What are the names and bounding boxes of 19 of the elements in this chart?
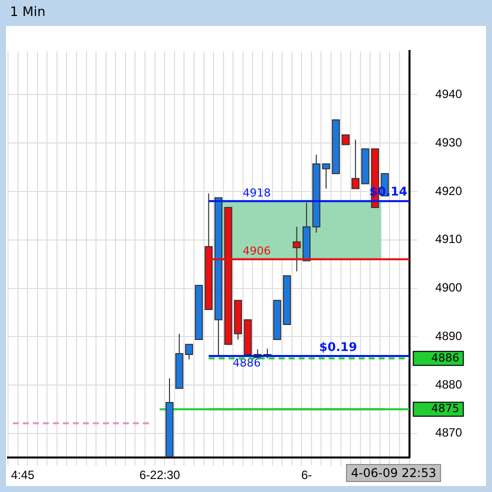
annotation: $0.19 <box>319 340 358 354</box>
ref-line-label: 4886 <box>431 351 460 364</box>
y-tick-label: 4920 <box>435 184 462 198</box>
ref-line-label: 4918 <box>242 186 271 200</box>
y-tick-label: 4930 <box>435 135 462 150</box>
y-tick-label: 4890 <box>435 328 462 343</box>
y-tick-label: 4870 <box>435 426 462 440</box>
ref-line-label: 4875 <box>431 402 460 416</box>
ref-line-label: 4886 <box>232 356 261 370</box>
y-tick-label: 4900 <box>435 280 462 295</box>
y-tick-label: 4940 <box>435 87 462 102</box>
x-tick-label: 6-22:30 <box>139 468 180 482</box>
chart-title: 1 Min <box>9 4 46 22</box>
x-tick-label: 6- <box>301 468 312 482</box>
y-tick-label: 4910 <box>435 232 462 246</box>
text: 4-06-09 22:53 <box>346 464 442 482</box>
y-tick-label: 4880 <box>435 377 462 392</box>
ref-line-label: 4906 <box>242 244 271 258</box>
x-tick-label: 4:45 <box>11 468 35 482</box>
